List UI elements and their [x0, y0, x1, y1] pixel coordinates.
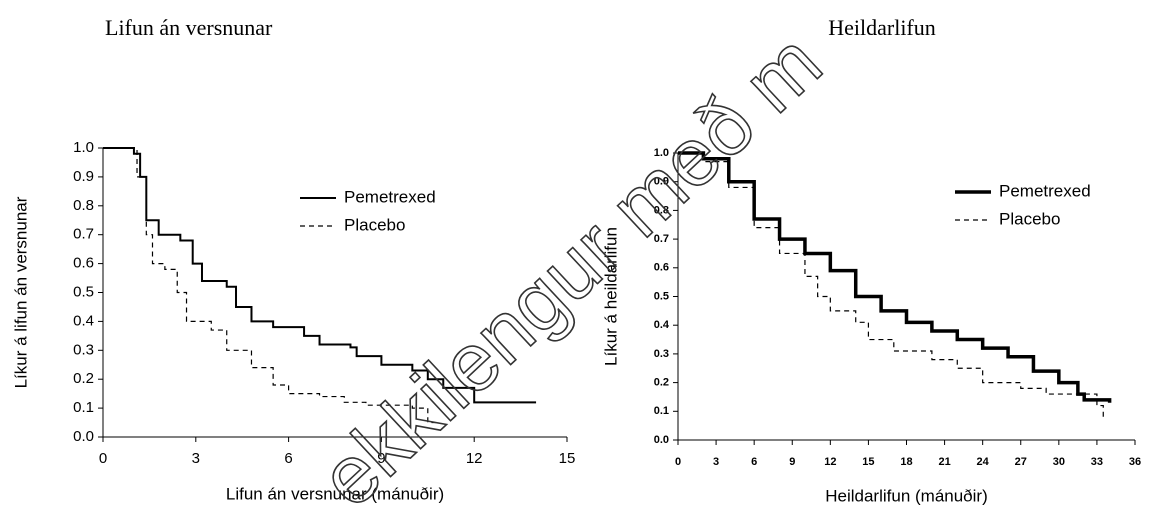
y-tick-label: 0.3 [654, 348, 669, 360]
x-tick-label: 3 [192, 450, 200, 467]
survival-line [678, 152, 1104, 418]
legend-label: Pemetrexed [999, 181, 1091, 200]
x-tick-label: 33 [1091, 456, 1103, 468]
chart-title: Lifun án versnunar [105, 15, 273, 40]
y-tick-label: 0.8 [73, 197, 94, 214]
y-tick-label: 0.8 [654, 204, 669, 216]
x-tick-label: 15 [559, 450, 576, 467]
x-tick-label: 24 [977, 456, 990, 468]
y-tick-label: 0.1 [654, 405, 669, 417]
legend-label: Placebo [344, 215, 405, 234]
y-tick-label: 0.7 [654, 233, 669, 245]
x-axis-label: Lifun án versnunar (mánuðir) [226, 484, 444, 503]
x-tick-label: 15 [862, 456, 874, 468]
y-tick-label: 0.4 [73, 312, 94, 329]
y-tick-label: 0.4 [654, 319, 670, 331]
x-tick-label: 6 [751, 456, 757, 468]
y-tick-label: 0.9 [654, 176, 669, 188]
y-tick-label: 0.3 [73, 341, 94, 358]
y-tick-label: 0.7 [73, 226, 94, 243]
y-tick-label: 0.2 [654, 377, 669, 389]
x-tick-label: 6 [284, 450, 292, 467]
y-tick-label: 1.0 [654, 147, 669, 159]
x-tick-label: 9 [789, 456, 795, 468]
x-tick-label: 21 [938, 456, 950, 468]
x-tick-label: 0 [675, 456, 681, 468]
x-tick-label: 27 [1015, 456, 1027, 468]
y-tick-label: 0.9 [73, 168, 94, 185]
x-tick-label: 9 [377, 450, 385, 467]
y-tick-label: 0.1 [73, 399, 94, 416]
x-tick-label: 12 [824, 456, 836, 468]
y-tick-label: 0.6 [654, 262, 669, 274]
survival-line [103, 147, 438, 426]
y-tick-label: 0.5 [73, 283, 94, 300]
x-tick-label: 18 [900, 456, 912, 468]
legend-label: Pemetrexed [344, 187, 436, 206]
x-tick-label: 12 [466, 450, 483, 467]
chart-title: Heildarlifun [828, 15, 936, 40]
x-axis-label: Heildarlifun (mánuðir) [825, 486, 988, 505]
x-tick-label: 30 [1053, 456, 1065, 468]
y-axis-label: Líkur á lifun án versnunar [11, 196, 30, 388]
y-axis-label: Líkur á heildarlifun [601, 227, 620, 366]
y-tick-label: 0.5 [654, 290, 669, 302]
watermark: ekkilengur með m [303, 17, 838, 511]
x-tick-label: 36 [1129, 456, 1141, 468]
x-tick-label: 0 [99, 450, 107, 467]
survival-line [103, 147, 537, 404]
y-tick-label: 0.6 [73, 255, 94, 272]
y-tick-label: 0.2 [73, 370, 94, 387]
legend-label: Placebo [999, 209, 1060, 228]
survival-line [678, 151, 1112, 403]
y-tick-label: 0.0 [654, 434, 669, 446]
y-tick-label: 0.0 [73, 428, 94, 445]
y-tick-label: 1.0 [73, 139, 94, 156]
x-tick-label: 3 [713, 456, 719, 468]
